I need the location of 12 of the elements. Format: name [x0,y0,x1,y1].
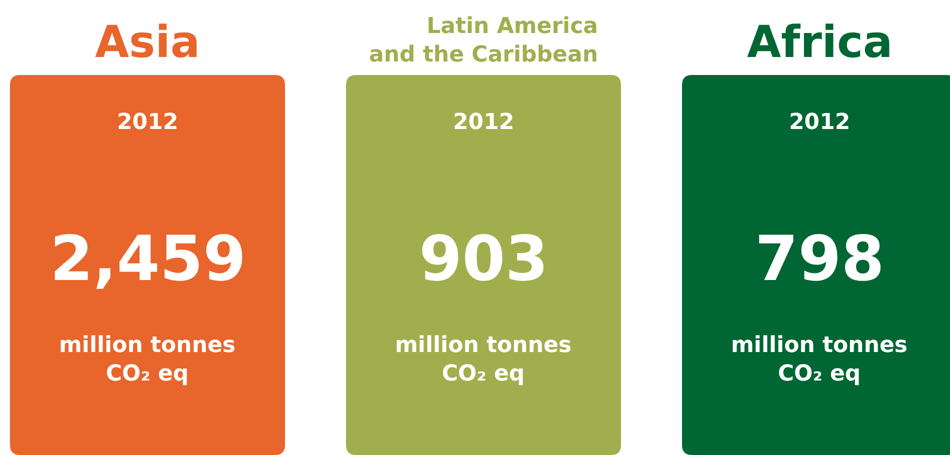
data-label: 903 [419,222,548,295]
data-label: 798 [755,222,884,295]
category-label: Africa [747,17,893,68]
data-label: 2,459 [50,222,246,295]
text: 2012 [117,110,178,135]
text: 2012 [453,110,514,135]
text: million tonnes CO₂ eq [59,333,236,387]
text: million tonnes CO₂ eq [731,333,908,387]
category-label: Latin America and the Caribbean [369,14,598,68]
text: million tonnes CO₂ eq [395,333,572,387]
text: 2012 [789,110,850,135]
category-label: Asia [95,17,200,68]
